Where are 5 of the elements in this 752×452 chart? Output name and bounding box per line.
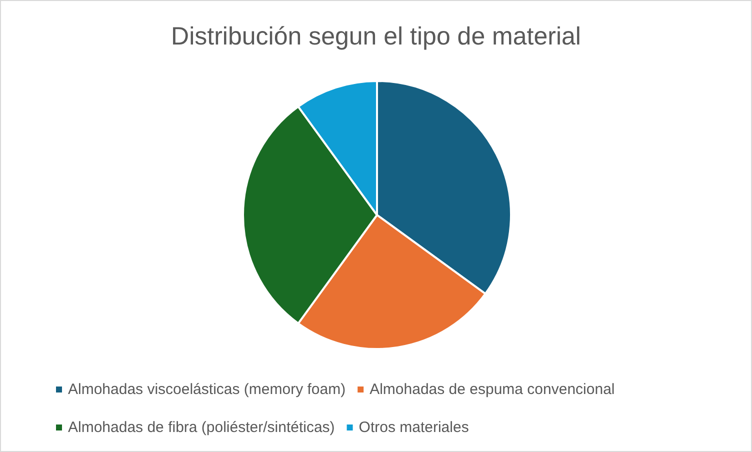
chart-title: Distribución segun el tipo de material [171, 22, 581, 50]
legend-label: Almohadas de espuma convencional [370, 381, 615, 398]
legend-label: Otros materiales [358, 419, 469, 436]
legend-label: Almohadas viscoelásticas (memory foam) [68, 381, 346, 398]
legend-label: Almohadas de fibra (poliéster/sintéticas) [68, 419, 335, 436]
